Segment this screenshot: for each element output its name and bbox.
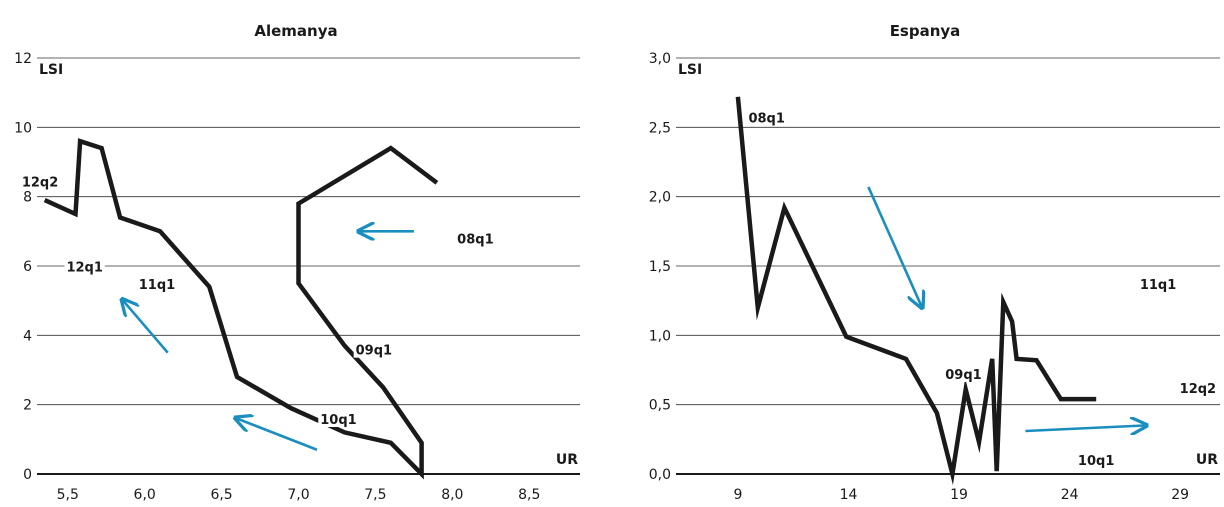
annotation-background [1137,275,1179,292]
y-tick-label: 3,0 [649,51,671,67]
y-axis-label: LSI [678,62,702,78]
annotation-background [353,341,395,358]
y-axis-label: LSI [39,62,63,78]
series-line [43,138,439,480]
y-tick-label: 0,0 [649,467,671,483]
x-tick-label: 8,0 [441,487,463,503]
x-tick-label: 19 [950,487,968,503]
x-tick-label: 6,5 [210,487,232,503]
x-tick-label: 6,0 [134,487,156,503]
quarter-annotation: 10q1 [1078,454,1114,469]
y-tick-label: 1,5 [649,259,671,275]
y-tick-label: 1,0 [649,328,671,344]
annotation-background [746,109,787,126]
annotation-background [455,230,496,247]
x-axis-label: UR [556,452,578,468]
quarter-annotation: 10q1 [320,413,356,428]
quarter-annotation: 12q2 [1180,382,1216,397]
annotation-background [943,365,984,382]
quarter-annotation: 08q1 [457,233,493,248]
quarter-annotation: 11q1 [139,278,175,293]
quarter-annotation: 09q1 [945,368,981,383]
chart-title: Alemanya [254,22,337,40]
trend-arrow [123,301,169,354]
x-tick-label: 29 [1171,487,1189,503]
quarter-annotation: 12q1 [66,260,102,275]
x-tick-label: 7,0 [287,487,309,503]
trend-arrow [867,186,921,306]
chart-panel-espanya: Espanya 0,0 0,5 1,0 1,5 2,0 2,5 3,0 9 14 19 24 29 LSI… [649,22,1220,503]
annotation-background [1075,451,1117,468]
x-tick-label: 7,5 [364,487,386,503]
annotation-background [1177,379,1219,396]
y-tick-label: 0,5 [649,398,671,414]
x-tick-label: 14 [840,487,858,503]
y-tick-label: 12 [14,51,32,67]
y-tick-label: 2,0 [649,190,671,206]
y-tick-label: 8 [23,190,32,206]
x-tick-label: 24 [1061,487,1079,503]
x-tick-label: 9 [733,487,742,503]
annotation-background [19,173,61,190]
y-tick-label: 2,5 [649,120,671,136]
chart-title: Espanya [890,22,961,40]
x-tick-label: 5,5 [57,487,79,503]
trend-arrow [1025,425,1144,431]
quarter-annotation: 12q2 [22,176,58,191]
chart-panel-alemanya: Alemanya 0 2 4 6 8 10 12 5,5 6,0 6,5 7,0 7,5 8,0 8,5 LS… [14,22,580,503]
x-tick-label: 8,5 [518,487,540,503]
annotation-background [136,275,178,292]
annotation-background [64,258,105,275]
series-line [735,96,1097,486]
y-tick-label: 0 [23,467,32,483]
y-tick-label: 2 [23,398,32,414]
annotation-background [318,411,359,427]
y-tick-label: 10 [14,120,32,136]
quarter-annotation: 09q1 [356,344,392,359]
y-tick-label: 4 [23,328,32,344]
quarter-annotation: 11q1 [1140,278,1176,293]
x-axis-label: UR [1196,452,1218,468]
trend-arrow [237,419,318,451]
quarter-annotation: 08q1 [748,111,784,126]
y-tick-label: 6 [23,259,32,275]
